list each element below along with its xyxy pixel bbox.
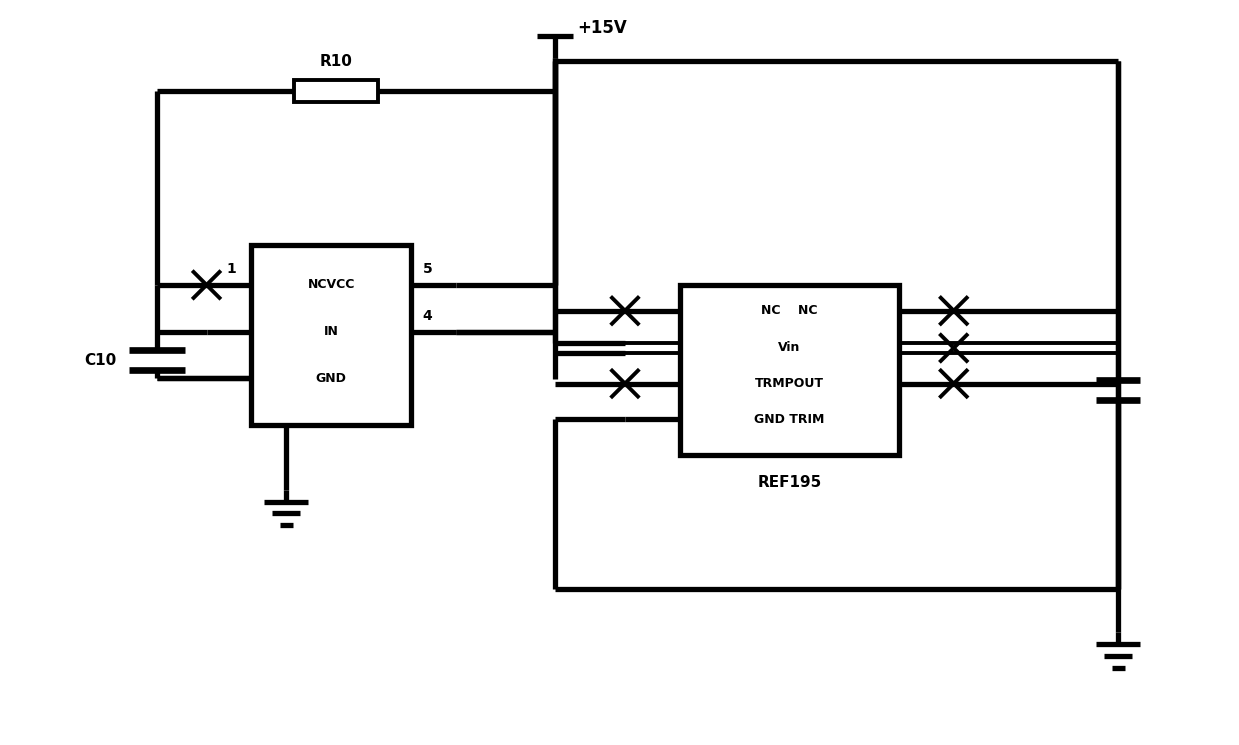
Text: 5: 5 bbox=[422, 262, 432, 276]
Text: NC    NC: NC NC bbox=[761, 304, 818, 317]
Text: NCVCC: NCVCC bbox=[307, 279, 354, 291]
Text: 1: 1 bbox=[227, 262, 237, 276]
Text: Vin: Vin bbox=[778, 341, 800, 355]
Bar bbox=[680, 285, 900, 454]
Text: R10: R10 bbox=[320, 54, 353, 69]
Text: GND TRIM: GND TRIM bbox=[755, 413, 824, 425]
Text: C10: C10 bbox=[84, 352, 116, 367]
Bar bbox=[294, 80, 378, 102]
Text: +15V: +15V bbox=[577, 19, 627, 37]
Text: GND: GND bbox=[316, 372, 347, 384]
Text: 4: 4 bbox=[422, 308, 432, 323]
Bar bbox=[252, 245, 411, 425]
Text: IN: IN bbox=[323, 325, 338, 338]
Text: TRMPOUT: TRMPOUT bbox=[755, 377, 824, 390]
Text: REF195: REF195 bbox=[757, 475, 821, 490]
